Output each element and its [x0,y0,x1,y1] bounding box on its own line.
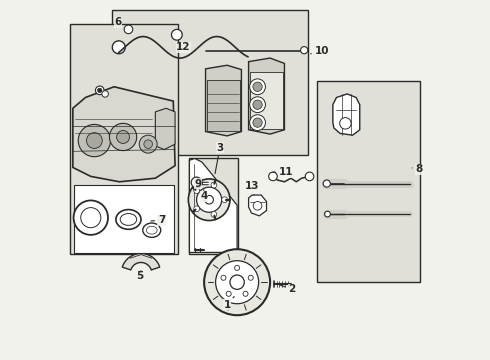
Text: 8: 8 [412,164,422,174]
Circle shape [124,25,133,34]
Polygon shape [155,108,175,149]
Bar [250,72,283,129]
Text: 13: 13 [245,181,259,195]
Text: 3: 3 [215,143,223,174]
Circle shape [144,140,152,148]
Circle shape [211,212,217,217]
Text: 6: 6 [114,17,122,27]
Circle shape [248,275,253,280]
Circle shape [191,177,202,188]
Bar [112,10,308,155]
Circle shape [269,172,277,181]
Circle shape [230,275,245,289]
Text: 10: 10 [311,46,329,56]
Circle shape [324,211,330,217]
Polygon shape [205,65,242,136]
Circle shape [102,91,108,97]
Circle shape [98,88,102,93]
Circle shape [78,125,111,157]
Ellipse shape [143,223,161,237]
Polygon shape [248,58,285,134]
Circle shape [109,123,137,150]
Circle shape [340,118,351,129]
Circle shape [221,275,226,280]
Text: 11: 11 [273,167,293,177]
Circle shape [172,30,182,40]
Ellipse shape [116,210,141,229]
Circle shape [96,86,104,95]
Bar [71,24,178,253]
Text: 7: 7 [151,215,165,225]
Circle shape [211,182,217,188]
Circle shape [139,135,157,153]
Bar [74,185,174,253]
Circle shape [81,208,101,228]
Circle shape [253,82,262,91]
Polygon shape [190,158,237,252]
Circle shape [250,115,266,131]
Circle shape [253,202,262,210]
Circle shape [323,180,330,187]
Circle shape [205,195,214,204]
Circle shape [194,188,199,194]
Circle shape [250,79,266,95]
Circle shape [204,249,270,315]
Circle shape [243,291,248,296]
Circle shape [226,291,231,296]
Bar [190,158,238,253]
Text: 5: 5 [137,271,144,281]
Circle shape [250,97,266,113]
Circle shape [221,197,227,203]
Polygon shape [122,253,160,270]
Ellipse shape [147,226,157,234]
Polygon shape [333,94,360,135]
Circle shape [87,133,102,148]
Circle shape [74,201,108,235]
Ellipse shape [120,213,137,225]
Circle shape [196,187,221,212]
Polygon shape [73,87,175,182]
Circle shape [300,46,308,54]
Bar [207,80,240,131]
Circle shape [194,206,199,212]
Text: 4: 4 [200,190,207,201]
Circle shape [112,41,125,54]
Circle shape [117,131,129,143]
Text: 2: 2 [280,284,295,294]
Bar [317,81,420,282]
Circle shape [188,179,230,221]
Circle shape [235,265,240,270]
Circle shape [253,100,262,109]
Text: 9: 9 [194,178,201,189]
Polygon shape [248,195,267,216]
Circle shape [305,172,314,181]
Text: 12: 12 [176,42,191,52]
Circle shape [253,118,262,127]
Text: 1: 1 [223,297,234,310]
Circle shape [216,261,259,304]
